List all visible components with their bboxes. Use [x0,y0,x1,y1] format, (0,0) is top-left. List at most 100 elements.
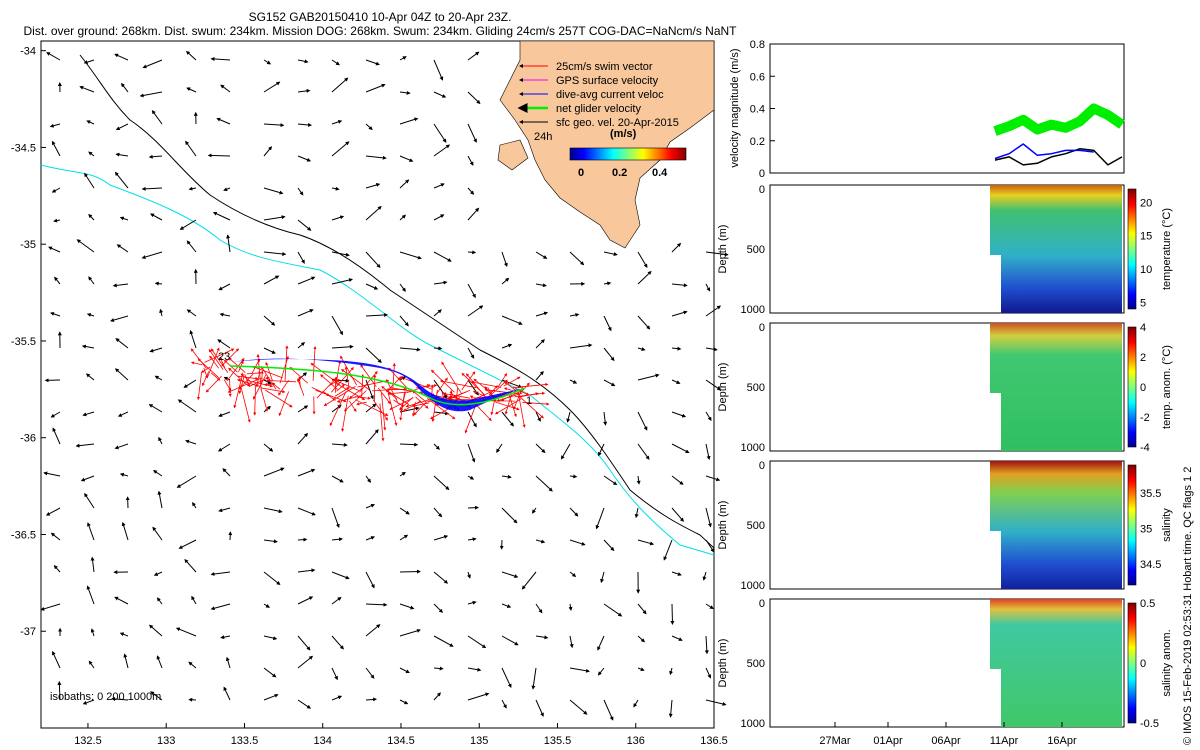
swim-vector [284,345,289,382]
sfc-vector [597,667,605,676]
swim-vector [329,391,347,427]
map-xtick-label: 136 [627,735,645,747]
swim-vector [207,347,220,378]
sfc-vector [114,53,129,61]
colorbar-tick-2: 0.4 [652,167,668,179]
sfc-vector [595,507,605,530]
sfc-vector [263,539,278,544]
sfc-vector [433,144,451,157]
section-ytick-label: 1000 [741,580,765,592]
section-heatmap [990,461,1122,589]
sfc-vector [176,475,197,488]
sfc-vector [220,635,231,640]
sfc-vector [119,472,129,477]
sfc-vector [90,556,95,573]
sfc-vector [297,122,312,127]
sfc-vector [76,239,95,253]
sfc-vector [121,521,129,541]
sfc-vector [637,635,646,643]
sfc-vector [467,207,480,221]
colorbar-label: salinity anom. [1161,629,1173,696]
sfc-vector [263,443,274,452]
swim-vector [520,396,544,419]
sfc-vector [467,667,482,672]
sfc-vector [705,475,721,482]
swim-vector [381,385,398,400]
sfc-vector [399,507,410,515]
sfc-vector [263,146,273,157]
sfc-vector [365,602,388,607]
sfc-vector [535,603,543,614]
sfc-vector [365,503,376,509]
sfc-vector [192,501,197,509]
sfc-vector [637,539,655,546]
sfc-vector [86,313,95,317]
legend-entry: 25cm/s swim vector [556,61,653,73]
sfc-vector [433,91,447,98]
sfc-vector [569,699,588,715]
sfc-vector [365,123,373,131]
sfc-vector [569,343,593,349]
colorbar-units: (m/s) [610,128,637,140]
section-ytick-label: 0 [759,184,765,196]
sfc-vector [86,120,95,125]
sfc-vector [399,90,411,95]
sfc-vector [331,186,340,191]
sfc-vector [115,123,129,130]
swim-vector [344,366,350,389]
sfc-vector [186,87,197,93]
sfc-vector [467,505,479,510]
sfc-vector [704,635,709,655]
sfc-vector [501,635,519,646]
sfc-vector [669,667,674,676]
sfc-vector [185,439,197,445]
colorbar-tick-label: 35 [1140,524,1152,536]
swim-vector [238,376,245,395]
sfc-vector [501,603,512,608]
sfc-vector [88,660,95,669]
sfc-vector [531,667,537,690]
swim-vector [297,376,302,388]
sfc-vector [217,443,231,452]
swim-vector [372,399,388,421]
map-ytick-label: -36.5 [11,529,36,541]
sfc-vector [52,650,61,669]
sfc-vector [177,399,197,413]
sfc-vector [139,91,163,98]
map-ytick-label: -34.5 [11,142,36,154]
sfc-vector [501,571,519,578]
swim-vector [223,379,232,392]
swim-vector [210,372,221,381]
sfc-vector [331,59,340,66]
sfc-vector [603,379,616,387]
sfc-vector [114,171,129,189]
sfc-geo-velocity-field [40,50,729,721]
colorbar-tick-1: 0.2 [612,167,627,179]
section-panel: 0 500 1000 Depth (m) -0.5 0 0.5 salinity anom. [717,598,1173,730]
sfc-vector [148,624,163,637]
sfc-vector [671,571,682,576]
swim-vector [196,371,203,401]
sfc-vector [705,507,712,528]
sfc-vector [149,347,163,353]
sfc-vector [467,283,476,299]
sfc-vector [331,442,348,447]
swim-vector [406,384,431,393]
sfc-vector [671,283,688,288]
sfc-vector [568,603,573,611]
sfc-vector [433,666,444,671]
sfc-vector [331,251,350,257]
sfc-vector [535,411,541,422]
sfc-vector [569,635,574,649]
sfc-vector [603,315,612,332]
sfc-vector [331,635,344,650]
section-ylabel: Depth (m) [717,639,729,688]
swim-vector [240,385,251,423]
sfc-vector [365,83,386,93]
sfc-vector [331,507,340,529]
swim-vector [312,345,317,381]
sfc-vector [603,251,618,257]
section-heatmap [990,323,1122,451]
sfc-vector [399,628,421,637]
swim-vector [336,395,361,403]
